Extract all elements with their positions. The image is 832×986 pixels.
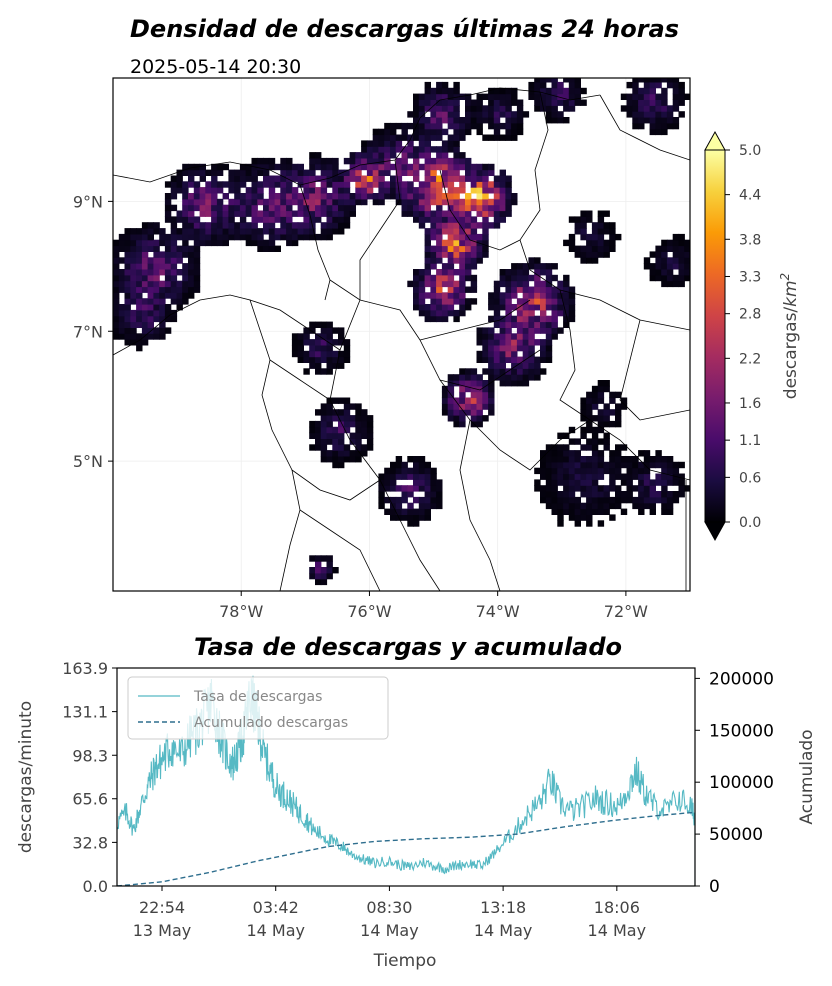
map-x-tick-label: 72°W: [604, 602, 648, 620]
y2-tick-label: 50000: [709, 825, 763, 845]
colorbar-tick-label: 0.0: [739, 515, 761, 531]
department-boundaries-a: [329, 279, 690, 481]
border-colombia-venezuela: [519, 91, 690, 331]
x-tick-date: 14 May: [360, 921, 419, 940]
department-boundaries-f: [249, 299, 381, 501]
legend: Tasa de descargas Acumulado descargas: [127, 676, 389, 740]
political-boundaries: [113, 87, 690, 591]
x-tick-date: 13 May: [133, 921, 192, 940]
colorbar-ticks: 0.0 0.6 1.1 1.6 2.2 2.8 3.3 3.8 4.4 5.0: [725, 143, 761, 531]
y2-tick-label: 100000: [709, 773, 774, 793]
rate-accumulated-figure: Tasa de descargas y acumulado Tasa de de…: [16, 633, 817, 971]
map-title: Densidad de descargas últimas 24 horas: [130, 15, 679, 43]
colorbar-tick-label: 5.0: [739, 143, 761, 159]
line-plot-frame: [116, 667, 696, 887]
x-axis-label: Tiempo: [373, 951, 437, 971]
map-y-tick-label: 5°N: [73, 452, 103, 471]
colorbar-extend-min: [704, 521, 726, 542]
x-tick-time: 03:42: [253, 898, 299, 917]
map-plot-area: 78°W 76°W 74°W 72°W 9°N 7°N 5°N: [73, 77, 691, 620]
x-tick-date: 14 May: [588, 921, 647, 940]
colorbar-gradient: [705, 150, 725, 522]
map-x-tick-label: 74°W: [476, 602, 520, 620]
legend-label-tasa: Tasa de descargas: [193, 689, 322, 705]
x-tick-time: 22:54: [139, 898, 185, 917]
density-cells: [113, 78, 690, 586]
border-ecuador-peru: [299, 480, 687, 591]
coastline-pacific: [113, 294, 301, 591]
colorbar-tick-label: 2.8: [739, 307, 761, 323]
colorbar-extend-max: [704, 130, 726, 151]
series-acumulado-descargas: [117, 811, 695, 886]
x-tick-date: 14 May: [474, 921, 533, 940]
border-panama-colombia: [299, 184, 331, 301]
y-tick-label: 98.3: [72, 746, 108, 765]
y2-tick-label: 0: [709, 877, 720, 897]
x-tick-time: 18:06: [594, 898, 640, 917]
colorbar-tick-label: 3.3: [739, 269, 761, 285]
map-y-tick-label: 7°N: [73, 322, 103, 341]
department-boundaries-e: [559, 289, 690, 421]
colorbar-tick-label: 3.8: [739, 232, 761, 248]
line-axis-ticks: 0.0 32.8 65.6 98.3 131.1 163.9 0 50000 100000 150…: [62, 659, 774, 940]
y-tick-label: 32.8: [72, 833, 108, 852]
map-x-tick-label: 78°W: [219, 602, 263, 620]
y2-tick-label: 150000: [709, 721, 774, 741]
colorbar-tick-label: 1.6: [739, 396, 761, 412]
y-axis-label: descargas/minuto: [16, 701, 36, 853]
y-tick-label: 131.1: [62, 703, 108, 722]
map-axis-ticks: 78°W 76°W 74°W 72°W 9°N 7°N 5°N: [73, 192, 648, 620]
department-boundaries-b: [329, 299, 441, 591]
colorbar-tick-label: 2.2: [739, 351, 761, 367]
colorbar-tick-label: 1.1: [739, 433, 761, 449]
y2-axis-label: Acumulado: [797, 729, 817, 824]
y-tick-label: 0.0: [83, 877, 108, 896]
department-boundaries-c: [419, 299, 541, 591]
line-chart-title: Tasa de descargas y acumulado: [194, 633, 622, 661]
colorbar: 0.0 0.6 1.1 1.6 2.2 2.8 3.3 3.8 4.4 5.0 descargas…: [704, 130, 801, 542]
map-frame: [112, 77, 691, 592]
legend-label-acumulado: Acumulado descargas: [194, 715, 348, 731]
colorbar-tick-label: 4.4: [739, 188, 761, 204]
x-tick-time: 08:30: [366, 898, 412, 917]
y-tick-label: 65.6: [72, 790, 108, 809]
colorbar-label: descargas/km2: [778, 273, 801, 399]
x-tick-time: 13:18: [480, 898, 526, 917]
colorbar-frame: [704, 149, 726, 523]
map-x-tick-label: 76°W: [347, 602, 391, 620]
x-tick-date: 14 May: [246, 921, 305, 940]
lightning-density-map-figure: Densidad de descargas últimas 24 horas 2…: [73, 15, 801, 620]
department-boundaries-d: [359, 159, 521, 300]
legend-box: [127, 676, 389, 740]
y-tick-label: 163.9: [62, 659, 108, 678]
map-subtitle: 2025-05-14 20:30: [130, 56, 301, 78]
map-y-tick-label: 9°N: [73, 192, 103, 211]
y2-tick-label: 200000: [709, 669, 774, 689]
colorbar-tick-label: 0.6: [739, 470, 761, 486]
border-venezuela-north: [599, 94, 690, 161]
